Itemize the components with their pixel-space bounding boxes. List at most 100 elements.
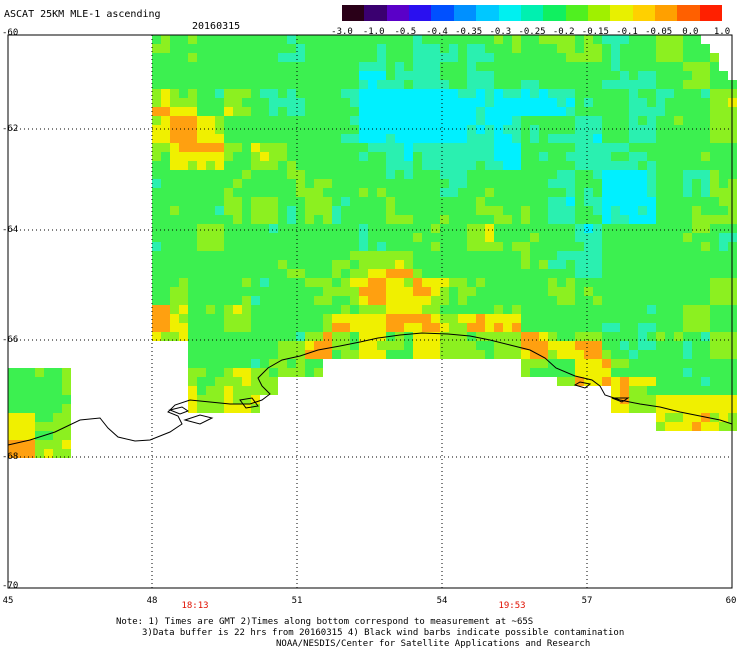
data-cell: [332, 152, 341, 161]
data-cell: [260, 260, 269, 269]
data-cell: [278, 197, 287, 206]
data-cell: [233, 188, 242, 197]
data-cell: [224, 179, 233, 188]
data-cell: [323, 80, 332, 89]
data-cell: [287, 215, 296, 224]
data-cell: [422, 278, 431, 287]
data-cell: [233, 53, 242, 62]
data-cell: [674, 125, 683, 134]
data-cell: [269, 242, 278, 251]
data-cell: [593, 35, 602, 44]
data-cell: [314, 53, 323, 62]
data-cell: [620, 71, 629, 80]
data-cell: [611, 296, 620, 305]
data-cell: [242, 143, 251, 152]
data-cell: [584, 251, 593, 260]
data-cell: [710, 188, 719, 197]
data-cell: [476, 278, 485, 287]
data-cell: [215, 35, 224, 44]
data-cell: [512, 314, 521, 323]
data-cell: [242, 188, 251, 197]
data-cell: [503, 152, 512, 161]
data-cell: [602, 332, 611, 341]
data-cell: [215, 296, 224, 305]
data-cell: [206, 44, 215, 53]
data-cell: [647, 215, 656, 224]
data-cell: [422, 134, 431, 143]
data-cell: [647, 341, 656, 350]
data-cell: [611, 179, 620, 188]
data-cell: [692, 287, 701, 296]
data-cell: [521, 62, 530, 71]
data-cell: [485, 143, 494, 152]
data-cell: [566, 71, 575, 80]
data-cell: [377, 143, 386, 152]
data-cell: [611, 332, 620, 341]
data-cell: [251, 170, 260, 179]
data-cell: [485, 188, 494, 197]
data-cell: [197, 80, 206, 89]
data-cell: [224, 359, 233, 368]
data-cell: [674, 170, 683, 179]
data-cell: [278, 125, 287, 134]
data-cell: [683, 53, 692, 62]
data-cell: [296, 287, 305, 296]
data-cell: [314, 206, 323, 215]
data-cell: [215, 161, 224, 170]
data-cell: [566, 143, 575, 152]
data-cell: [548, 233, 557, 242]
data-cell: [503, 188, 512, 197]
data-cell: [188, 197, 197, 206]
data-cell: [476, 350, 485, 359]
data-cell: [296, 161, 305, 170]
data-cell: [179, 242, 188, 251]
colorbar-swatch: [498, 5, 521, 21]
data-cell: [512, 278, 521, 287]
data-cell: [386, 62, 395, 71]
data-cell: [152, 107, 161, 116]
data-cell: [44, 422, 53, 431]
data-cell: [557, 53, 566, 62]
data-cell: [503, 134, 512, 143]
data-cell: [530, 80, 539, 89]
colorbar-swatch: [453, 5, 477, 21]
data-cell: [539, 314, 548, 323]
data-cell: [620, 260, 629, 269]
data-cell: [215, 107, 224, 116]
data-cell: [674, 197, 683, 206]
data-cell: [314, 350, 323, 359]
data-cell: [206, 107, 215, 116]
data-cell: [395, 44, 404, 53]
data-cell: [701, 395, 710, 404]
data-cell: [296, 44, 305, 53]
data-cell: [467, 305, 476, 314]
data-cell: [395, 35, 404, 44]
data-cell: [665, 35, 674, 44]
data-cell: [233, 314, 242, 323]
data-cell: [359, 206, 368, 215]
data-cell: [278, 98, 287, 107]
data-cell: [656, 422, 665, 431]
data-cell: [332, 287, 341, 296]
data-cell: [557, 314, 566, 323]
data-cell: [593, 152, 602, 161]
data-cell: [692, 350, 701, 359]
data-cell: [665, 44, 674, 53]
data-cell: [683, 251, 692, 260]
data-cell: [431, 125, 440, 134]
data-cell: [35, 368, 44, 377]
data-cell: [575, 314, 584, 323]
data-cell: [305, 179, 314, 188]
data-cell: [161, 80, 170, 89]
data-cell: [431, 143, 440, 152]
data-cell: [485, 161, 494, 170]
data-cell: [611, 287, 620, 296]
data-cell: [305, 170, 314, 179]
data-cell: [368, 98, 377, 107]
data-cell: [422, 143, 431, 152]
data-cell: [278, 80, 287, 89]
data-cell: [701, 278, 710, 287]
data-cell: [35, 422, 44, 431]
data-cell: [449, 260, 458, 269]
data-cell: [260, 305, 269, 314]
